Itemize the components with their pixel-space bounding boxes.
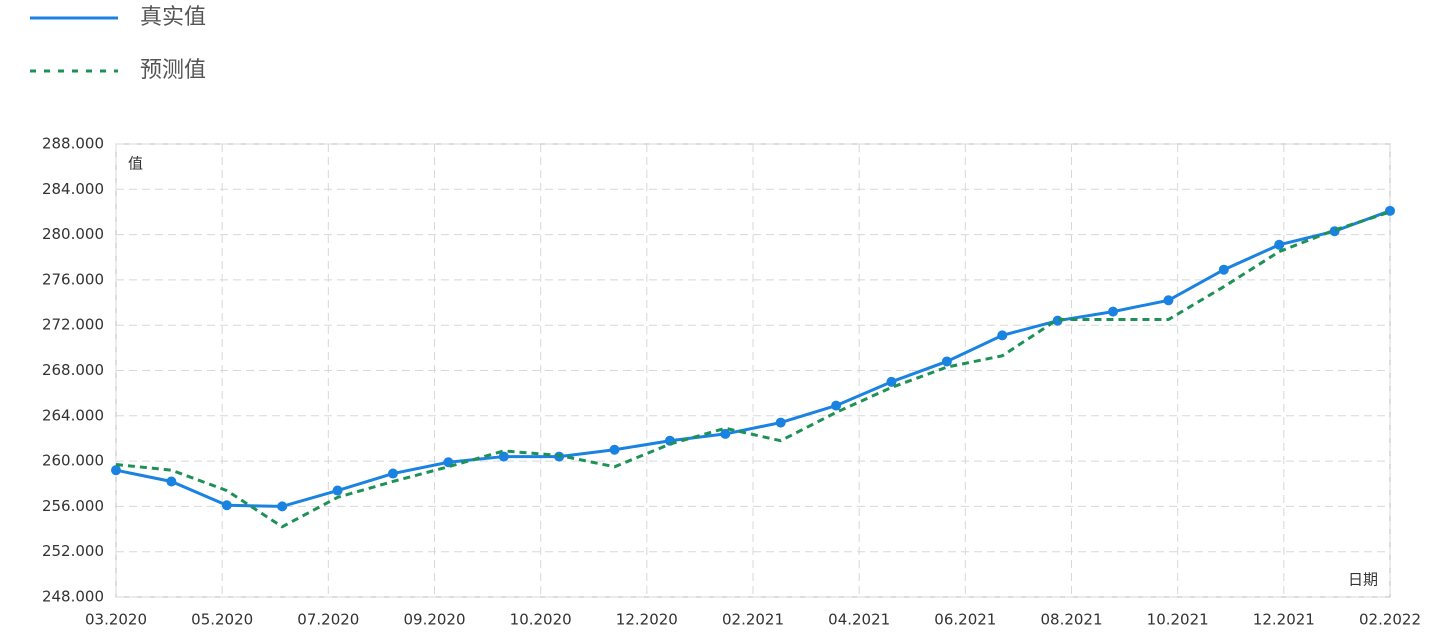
x-tick-label: 02.2022 — [1359, 611, 1421, 629]
y-tick-label: 264.000 — [42, 406, 104, 424]
y-tick-label: 288.000 — [42, 135, 104, 153]
x-tick-label: 10.2020 — [510, 611, 572, 629]
point — [1274, 239, 1285, 250]
series-line — [115, 209, 1391, 508]
x-tick-label: 09.2020 — [403, 611, 465, 629]
y-tick-label: 268.000 — [42, 361, 104, 379]
x-tick-label: 06.2021 — [934, 611, 996, 629]
point — [277, 501, 288, 512]
legend-label: 预测值 — [140, 58, 206, 83]
x-tick-label: 08.2021 — [1040, 611, 1102, 629]
x-tick-label: 02.2021 — [722, 611, 784, 629]
point — [775, 417, 786, 428]
point — [221, 500, 232, 511]
legend-label: 真实值 — [140, 5, 206, 30]
point — [1218, 264, 1229, 275]
x-tick-label: 07.2020 — [297, 611, 359, 629]
y-tick-label: 252.000 — [42, 542, 104, 560]
point — [111, 465, 121, 476]
y-tick-label: 284.000 — [42, 180, 104, 198]
y-tick-label: 276.000 — [42, 270, 104, 288]
y-tick-label: 256.000 — [42, 497, 104, 515]
x-tick-label: 12.2021 — [1253, 611, 1315, 629]
x-tick-label: 10.2021 — [1147, 611, 1209, 629]
point — [498, 451, 509, 462]
point — [387, 468, 398, 479]
point — [831, 400, 842, 411]
point — [886, 376, 897, 387]
series-line — [115, 210, 1391, 529]
x-tick-label: 03.2020 — [85, 611, 147, 629]
point — [997, 330, 1008, 341]
point — [941, 356, 952, 367]
y-tick-label: 280.000 — [42, 225, 104, 243]
point — [609, 444, 620, 455]
point — [1108, 306, 1119, 317]
y-tick-label: 248.000 — [42, 588, 104, 606]
x-tick-label: 12.2020 — [616, 611, 678, 629]
x-axis-label: 日期 — [1348, 571, 1378, 589]
point — [166, 476, 177, 487]
y-axis-label: 值 — [128, 155, 143, 173]
y-tick-label: 272.000 — [42, 316, 104, 334]
point — [332, 485, 343, 496]
point — [720, 428, 731, 439]
x-tick-label: 04.2021 — [828, 611, 890, 629]
y-tick-label: 260.000 — [42, 452, 104, 470]
point — [1163, 295, 1174, 306]
x-tick-label: 05.2020 — [191, 611, 253, 629]
